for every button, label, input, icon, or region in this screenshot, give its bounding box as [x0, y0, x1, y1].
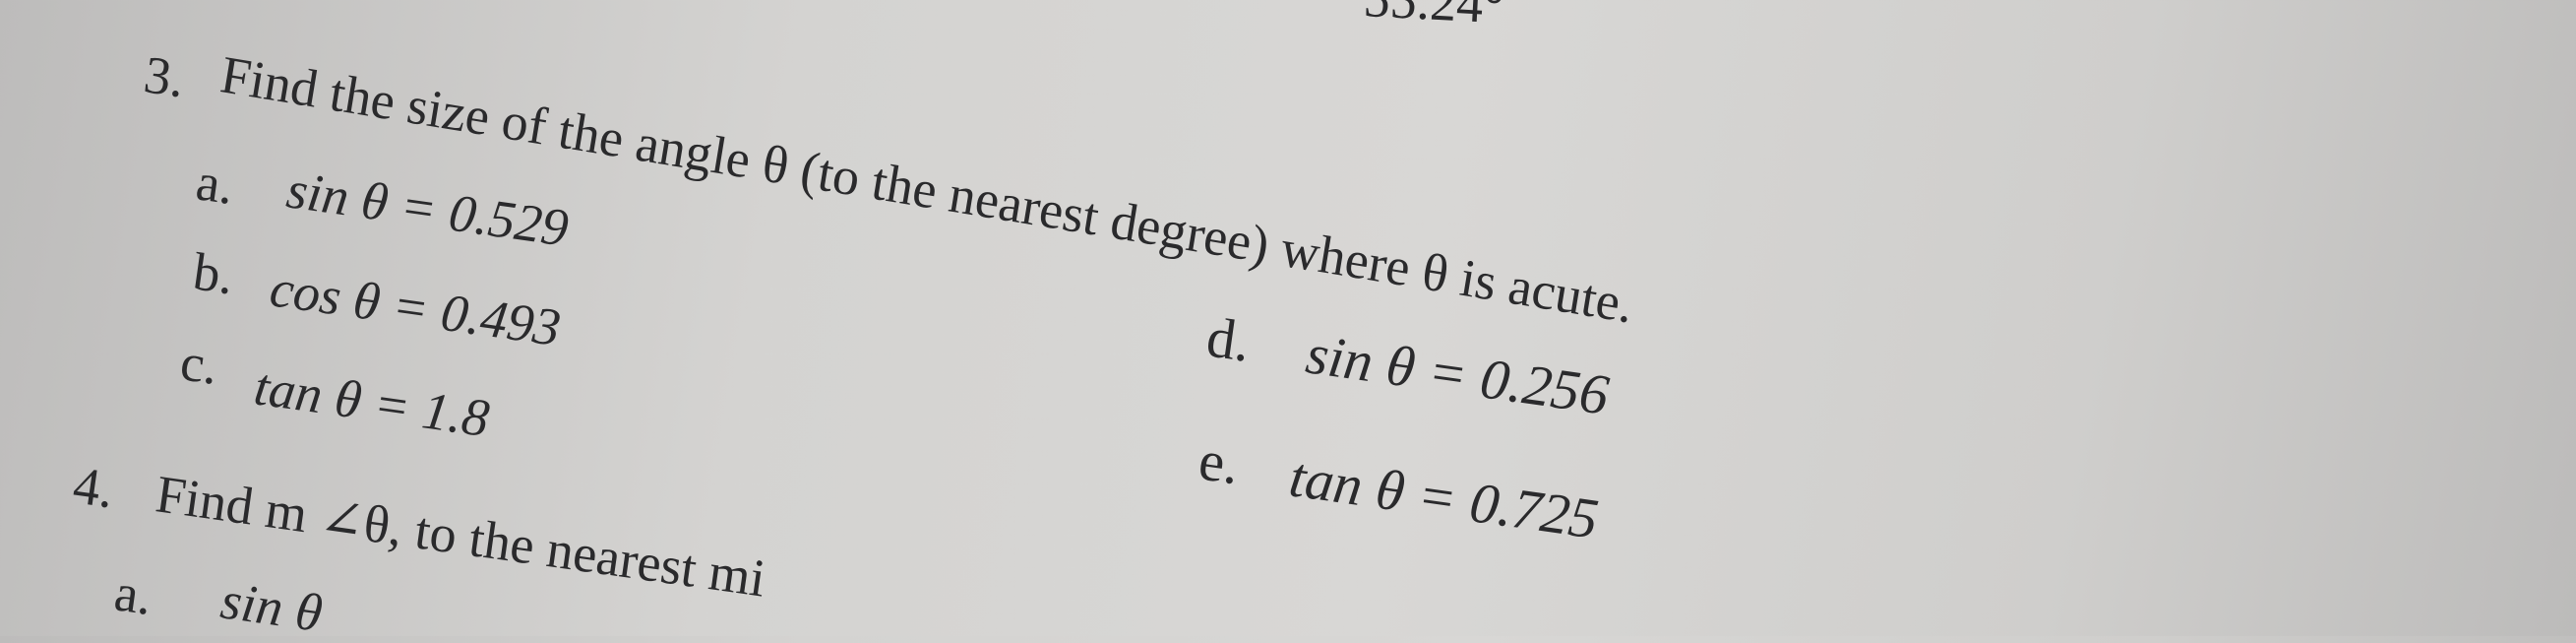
- part-label: b.: [189, 241, 238, 306]
- top-fragment: 55.24°: [1362, 0, 1506, 35]
- part-expression: sin θ: [216, 570, 327, 643]
- part-label: c.: [176, 332, 222, 396]
- part-expression: sin θ = 0.256: [1302, 321, 1613, 427]
- question-number: 3.: [140, 44, 189, 109]
- part-label: d.: [1202, 304, 1255, 374]
- part-expression: cos θ = 0.493: [266, 258, 565, 358]
- question-number: 4.: [69, 455, 118, 520]
- part-expression: tan θ = 1.8: [250, 356, 493, 449]
- part-label: e.: [1195, 427, 1244, 497]
- part-expression: sin θ = 0.529: [282, 160, 573, 258]
- part-label: a.: [110, 562, 156, 626]
- part-label: a.: [192, 152, 238, 216]
- part-expression: tan θ = 0.725: [1285, 444, 1603, 551]
